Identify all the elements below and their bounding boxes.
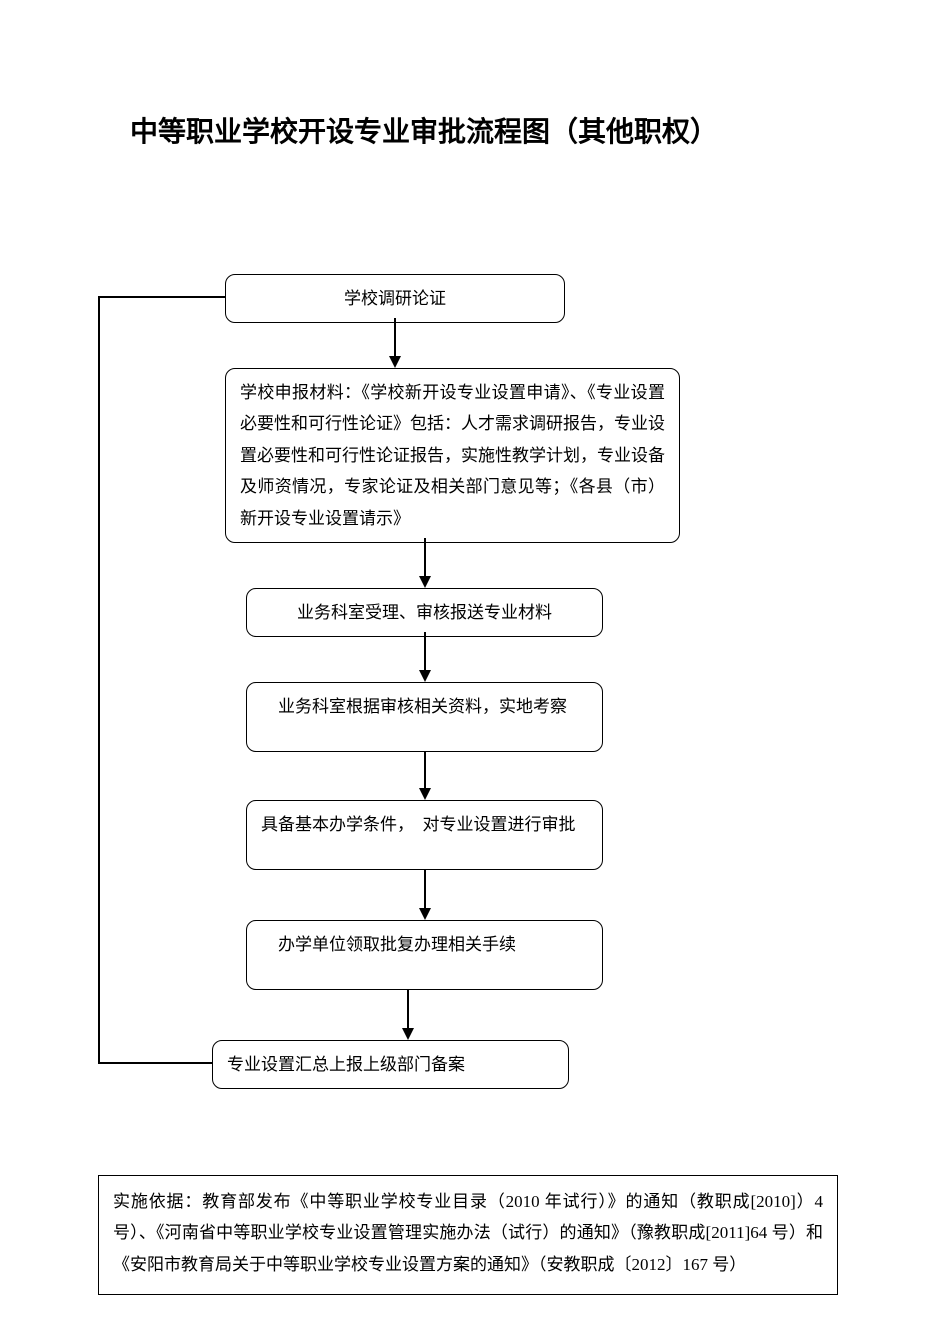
flow-node-text: 业务科室根据审核相关资料，实地考察 bbox=[261, 697, 567, 716]
flow-node-n7: 专业设置汇总上报上级部门备案 bbox=[212, 1040, 569, 1089]
side-line-bottom bbox=[98, 1062, 212, 1064]
arrow-head-icon bbox=[419, 908, 431, 920]
flow-node-n5: 具备基本办学条件， 对专业设置进行审批 bbox=[246, 800, 603, 870]
flow-node-n4: 业务科室根据审核相关资料，实地考察 bbox=[246, 682, 603, 752]
page-title: 中等职业学校开设专业审批流程图（其他职权） bbox=[130, 110, 820, 155]
arrow-head-icon bbox=[419, 788, 431, 800]
flow-node-text: 业务科室受理、审核报送专业材料 bbox=[297, 603, 552, 622]
arrow-line bbox=[424, 870, 426, 910]
arrow-line bbox=[424, 752, 426, 790]
arrow-line bbox=[424, 632, 426, 672]
footer-text: 实施依据：教育部发布《中等职业学校专业目录（2010 年试行）》的通知（教职成[… bbox=[113, 1192, 823, 1274]
arrow-head-icon bbox=[419, 670, 431, 682]
side-line-vert bbox=[98, 296, 100, 1062]
flow-node-n1: 学校调研论证 bbox=[225, 274, 565, 323]
arrow-head-icon bbox=[389, 356, 401, 368]
flow-node-n6: 办学单位领取批复办理相关手续 bbox=[246, 920, 603, 990]
arrow-line bbox=[394, 318, 396, 358]
arrow-head-icon bbox=[419, 576, 431, 588]
side-line-top bbox=[98, 296, 225, 298]
flow-node-text: 办学单位领取批复办理相关手续 bbox=[261, 935, 516, 954]
page-title-text: 中等职业学校开设专业审批流程图（其他职权） bbox=[130, 116, 718, 147]
flow-node-text: 学校申报材料：《学校新开设专业设置申请》、《专业设置必要性和可行性论证》包括：人… bbox=[240, 383, 665, 528]
arrow-head-icon bbox=[402, 1028, 414, 1040]
flow-node-text: 专业设置汇总上报上级部门备案 bbox=[227, 1055, 465, 1074]
arrow-line bbox=[424, 538, 426, 578]
flow-node-n3: 业务科室受理、审核报送专业材料 bbox=[246, 588, 603, 637]
flow-node-text: 学校调研论证 bbox=[344, 289, 446, 308]
arrow-line bbox=[407, 990, 409, 1030]
flow-node-text: 具备基本办学条件， 对专业设置进行审批 bbox=[261, 815, 576, 834]
flow-node-n2: 学校申报材料：《学校新开设专业设置申请》、《专业设置必要性和可行性论证》包括：人… bbox=[225, 368, 680, 543]
footer-box: 实施依据：教育部发布《中等职业学校专业目录（2010 年试行）》的通知（教职成[… bbox=[98, 1175, 838, 1295]
